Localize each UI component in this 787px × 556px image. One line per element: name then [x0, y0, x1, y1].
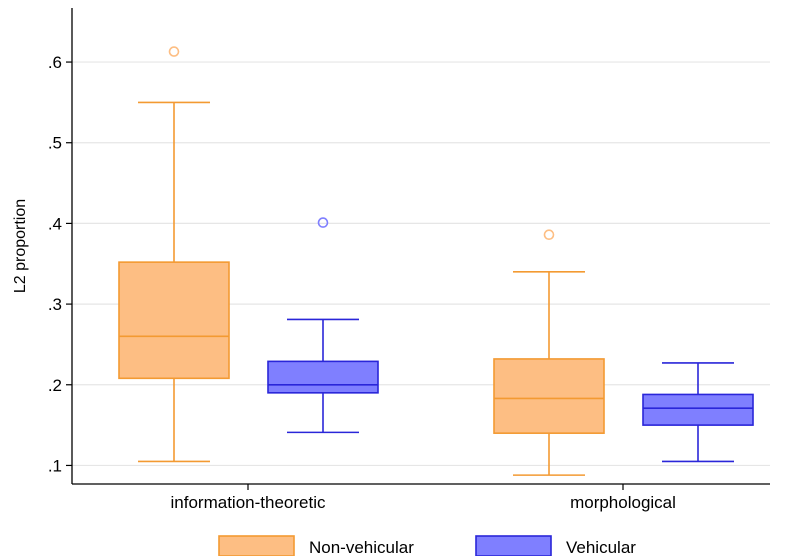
y-tick-label: .4 [48, 214, 62, 233]
outlier-point [543, 229, 555, 241]
y-tick-label: .3 [48, 295, 62, 314]
box-0-1 [267, 217, 379, 434]
y-axis-title: L2 proportion [12, 199, 29, 293]
iqr-box [493, 358, 605, 434]
iqr-box [642, 393, 754, 426]
axes [71, 8, 770, 485]
legend: Non-vehicular Vehicular [218, 535, 636, 556]
outlier-point [168, 46, 180, 57]
outlier-point [317, 217, 329, 228]
y-tick-label: .6 [48, 53, 62, 72]
legend-item: Non-vehicular [218, 535, 414, 556]
iqr-box [118, 261, 230, 380]
x-tick-label: morphological [570, 493, 676, 512]
x-ticks: information-theoretic morphological [171, 484, 676, 512]
legend-item: Vehicular [475, 535, 636, 556]
box-1-0 [493, 229, 605, 476]
y-tick-label: .5 [48, 134, 62, 153]
legend-label: Vehicular [566, 538, 636, 556]
y-tick-label: .1 [48, 456, 62, 475]
legend-swatch [475, 535, 552, 556]
box-0-0 [118, 46, 230, 463]
iqr-box [267, 360, 379, 394]
box-1-1 [642, 362, 754, 463]
y-tick-label: .2 [48, 376, 62, 395]
y-ticks: .1 .2 .3 .4 .5 .6 [48, 53, 72, 475]
boxes [118, 46, 754, 476]
x-tick-label: information-theoretic [171, 493, 326, 512]
legend-swatch [218, 535, 295, 556]
legend-label: Non-vehicular [309, 538, 414, 556]
